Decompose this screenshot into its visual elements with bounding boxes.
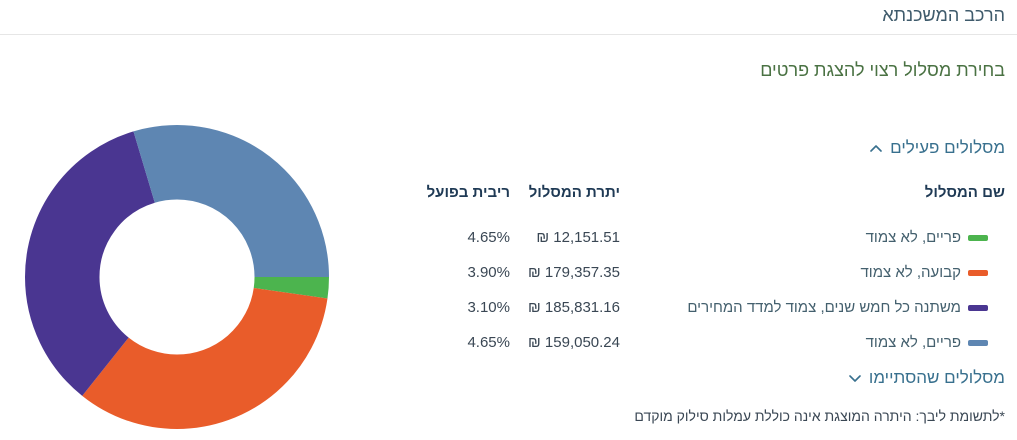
track-rate: 3.90% <box>467 264 510 281</box>
balance-value: 185,831.16 <box>544 299 620 316</box>
column-header-track-name: שם המסלול <box>924 184 1005 201</box>
track-color-marker <box>968 304 988 311</box>
track-row[interactable]: משתנה כל חמש שנים, צמוד למדד המחירים ₪ 18… <box>420 290 1005 325</box>
mortgage-donut-chart[interactable] <box>25 125 329 429</box>
track-row[interactable]: קבועה, לא צמוד ₪ 179,357.35 3.90% <box>420 255 1005 290</box>
header-divider <box>0 34 1017 35</box>
donut-segment-3[interactable] <box>25 125 329 429</box>
chevron-up-icon <box>870 144 882 152</box>
donut-segment-2[interactable] <box>25 125 329 429</box>
shekel-sign: ₪ <box>528 334 541 351</box>
track-name: קבועה, לא צמוד <box>860 264 961 281</box>
shekel-sign: ₪ <box>536 229 550 246</box>
shekel-sign: ₪ <box>528 264 541 281</box>
shekel-sign: ₪ <box>528 299 541 316</box>
track-balance: ₪ 185,831.16 <box>510 299 620 316</box>
track-rate: 4.65% <box>467 229 510 246</box>
chevron-down-icon <box>849 374 861 382</box>
track-color-marker <box>968 234 988 241</box>
track-rate: 3.10% <box>467 299 510 316</box>
section-finished-tracks[interactable]: מסלולים שהסתיימו <box>849 368 1005 388</box>
section-active-tracks[interactable]: מסלולים פעילים <box>870 138 1005 158</box>
track-rate: 4.65% <box>467 334 510 351</box>
track-row[interactable]: פריים, לא צמוד ₪ 159,050.24 4.65% <box>420 325 1005 360</box>
track-balance: ₪ 12,151.51 <box>510 229 620 246</box>
track-name: פריים, לא צמוד <box>865 229 961 246</box>
column-header-balance: יתרת המסלול <box>528 184 620 201</box>
section-active-label: מסלולים פעילים <box>890 138 1005 157</box>
page-title: הרכב המשכנתא <box>882 5 1005 25</box>
column-header-rate: ריבית בפועל <box>426 184 510 201</box>
track-color-marker <box>968 269 988 276</box>
track-name: פריים, לא צמוד <box>865 334 961 351</box>
subtitle: בחירת מסלול רצוי להצגת פרטים <box>760 60 1005 80</box>
balance-value: 179,357.35 <box>544 264 620 281</box>
track-name: משתנה כל חמש שנים, צמוד למדד המחירים <box>687 299 961 316</box>
track-name-cell: פריים, לא צמוד <box>620 334 1005 351</box>
section-finished-label: מסלולים שהסתיימו <box>868 368 1005 387</box>
track-color-marker <box>968 339 988 346</box>
balance-value: 12,151.51 <box>553 229 620 246</box>
tracks-table-body: פריים, לא צמוד ₪ 12,151.51 4.65% קבועה, לא … <box>420 220 1005 360</box>
track-name-cell: קבועה, לא צמוד <box>620 264 1005 281</box>
footnote: *לתשומת ליבך: היתרה המוצגת אינה כוללת עמ… <box>634 408 1005 424</box>
track-name-cell: פריים, לא צמוד <box>620 229 1005 246</box>
track-balance: ₪ 179,357.35 <box>510 264 620 281</box>
track-name-cell: משתנה כל חמש שנים, צמוד למדד המחירים <box>620 299 1005 316</box>
track-balance: ₪ 159,050.24 <box>510 334 620 351</box>
donut-segment-1[interactable] <box>25 125 329 429</box>
tracks-table-header: שם המסלול יתרת המסלול ריבית בפועל <box>420 184 1005 201</box>
track-row[interactable]: פריים, לא צמוד ₪ 12,151.51 4.65% <box>420 220 1005 255</box>
donut-chart-svg[interactable] <box>25 125 329 429</box>
balance-value: 159,050.24 <box>544 334 620 351</box>
